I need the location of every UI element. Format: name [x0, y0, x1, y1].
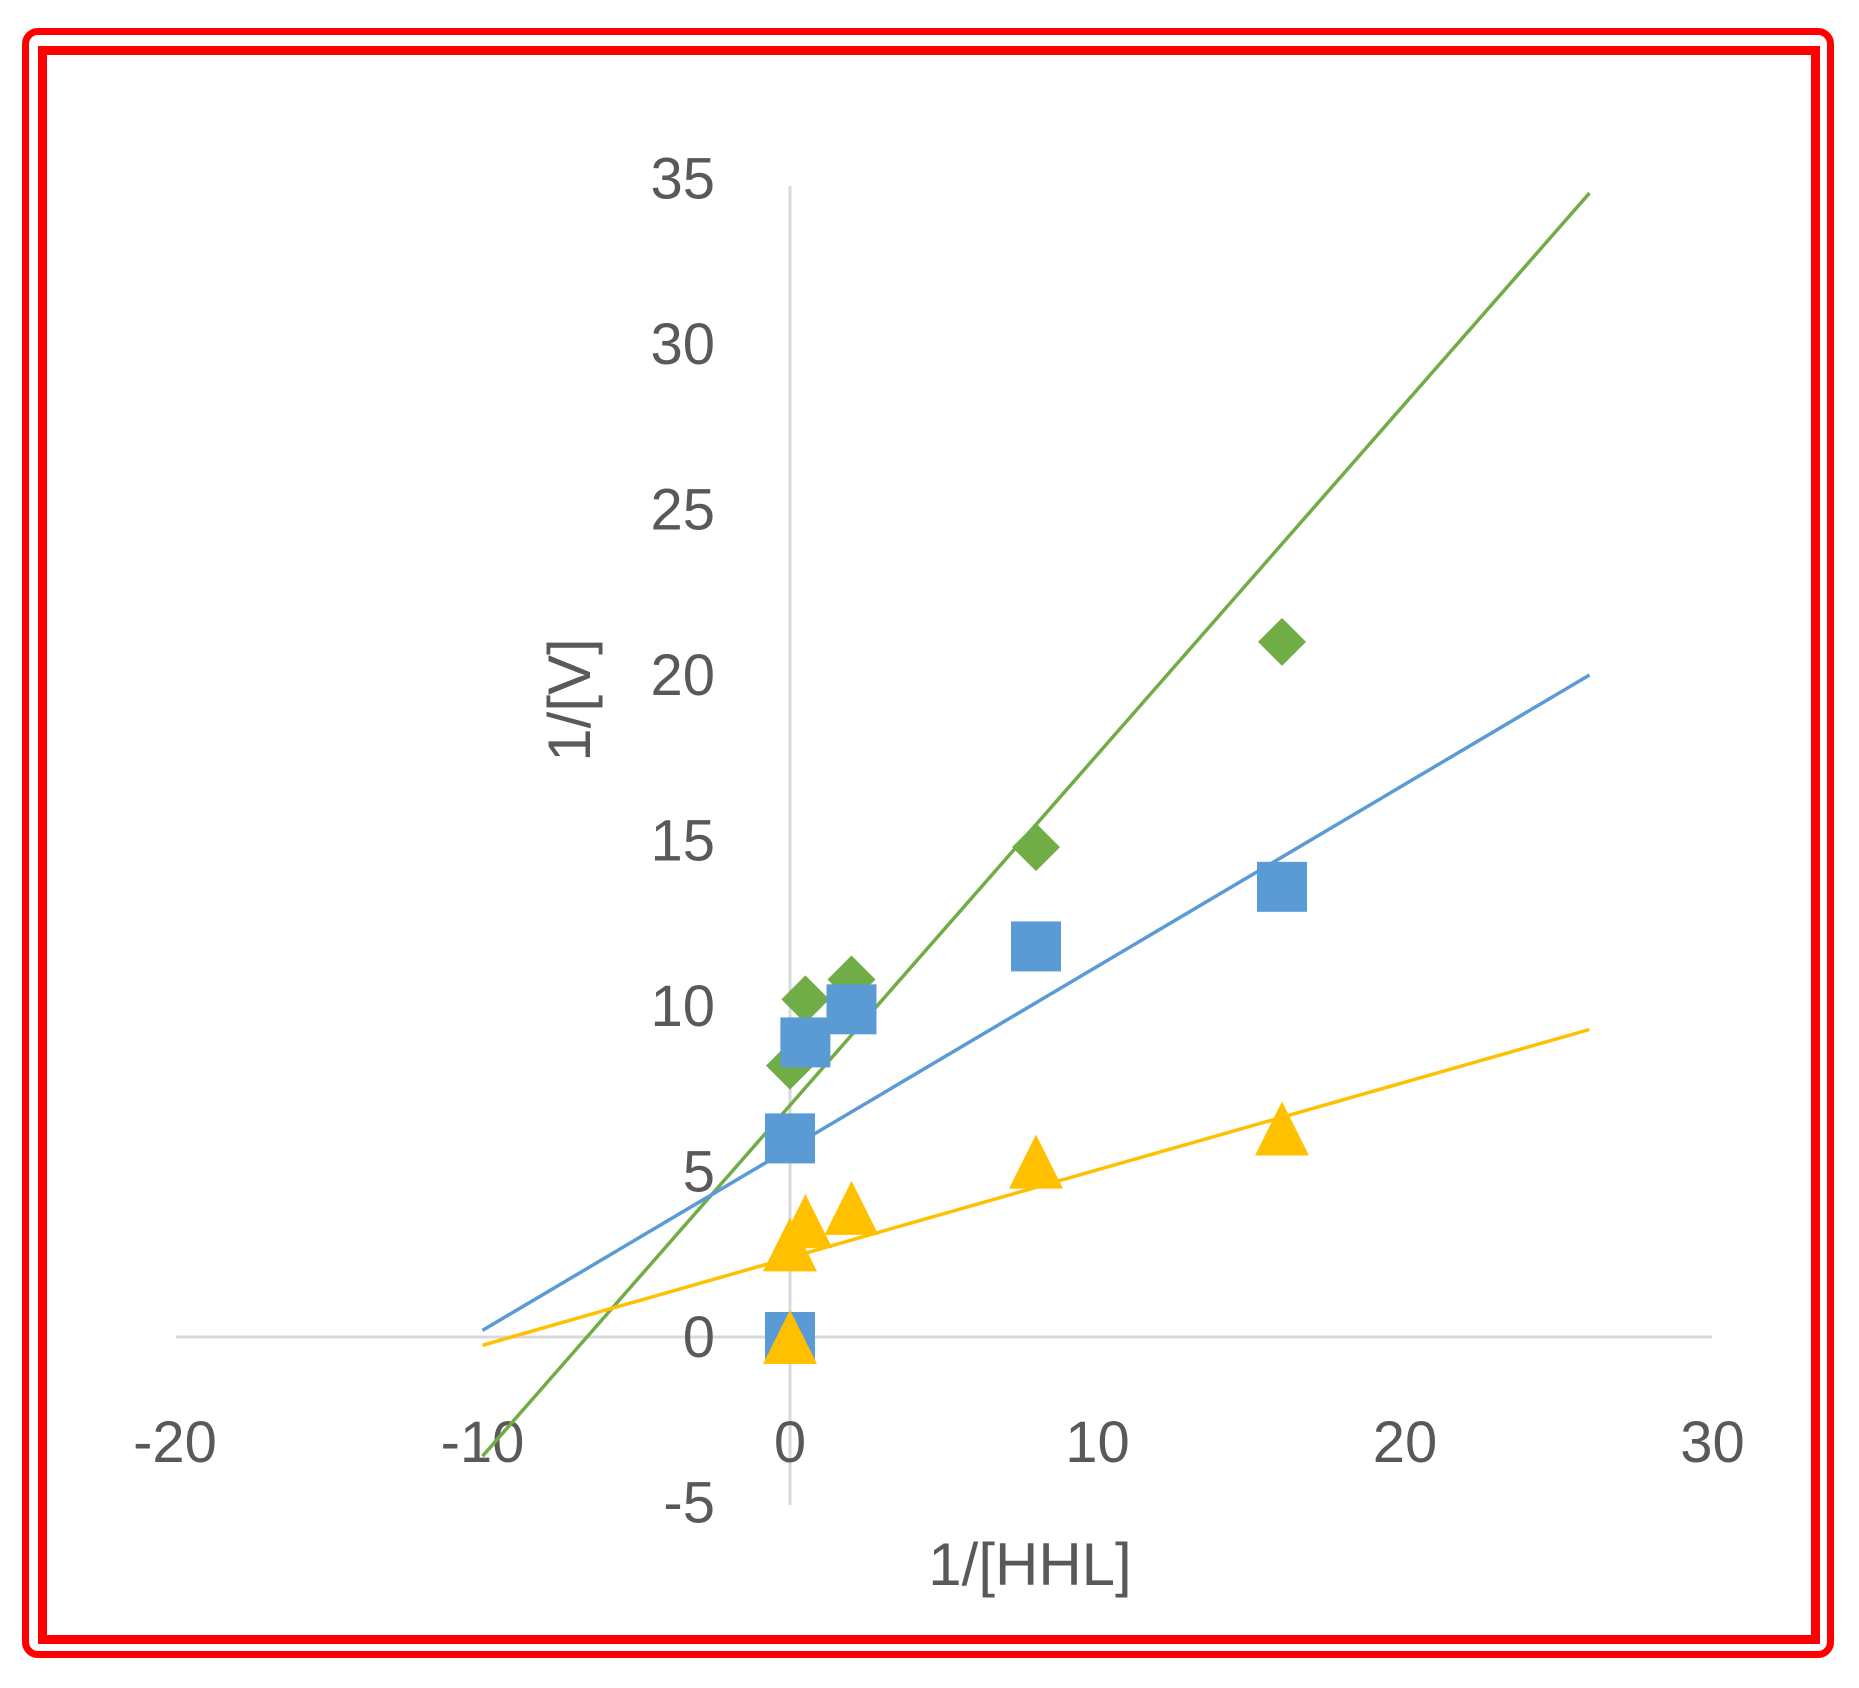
- y-tick-label: 10: [650, 974, 715, 1039]
- y-tick-label: 20: [650, 643, 715, 708]
- square-point: [826, 984, 877, 1035]
- x-tick-label: -10: [441, 1410, 525, 1475]
- data-points: [763, 617, 1309, 1364]
- y-axis-label: 1/[V]: [536, 638, 603, 761]
- square-point: [1011, 921, 1061, 972]
- x-tick-label: 30: [1680, 1410, 1745, 1475]
- triangle-point: [824, 1180, 879, 1235]
- x-tick-labels: -20 -10 0 10 20 30: [133, 1410, 1745, 1475]
- x-tick-label: 20: [1373, 1410, 1438, 1475]
- y-tick-label: 25: [650, 478, 715, 543]
- axes: [176, 186, 1712, 1505]
- x-tick-label: 0: [774, 1410, 806, 1475]
- y-tick-label: -5: [663, 1471, 715, 1536]
- y-tick-label: 5: [683, 1140, 715, 1205]
- square-point: [1257, 861, 1307, 912]
- x-tick-label: -20: [133, 1410, 217, 1475]
- triangle-point: [763, 1310, 817, 1364]
- triangle-point: [1009, 1134, 1063, 1189]
- trendline-series-2: [481, 673, 1591, 1332]
- triangle-point: [1255, 1101, 1309, 1156]
- square-point: [780, 1017, 831, 1068]
- y-tick-labels: -5 0 5 10 15 20 25 30 35: [650, 147, 715, 1536]
- y-tick-label: 30: [650, 312, 715, 377]
- x-tick-label: 10: [1065, 1410, 1130, 1475]
- square-point: [765, 1113, 815, 1164]
- y-tick-label: 15: [650, 809, 715, 874]
- x-axis-label: 1/[HHL]: [928, 1531, 1131, 1598]
- y-tick-label: 35: [650, 147, 715, 212]
- outer-red-frame: [22, 28, 1834, 1658]
- inner-red-frame: [38, 46, 1820, 1644]
- triangle-point: [778, 1194, 833, 1249]
- diamond-point: [1012, 823, 1060, 872]
- diamond-point: [781, 975, 830, 1024]
- y-tick-label: 0: [683, 1305, 715, 1370]
- diamond-point: [1258, 617, 1306, 666]
